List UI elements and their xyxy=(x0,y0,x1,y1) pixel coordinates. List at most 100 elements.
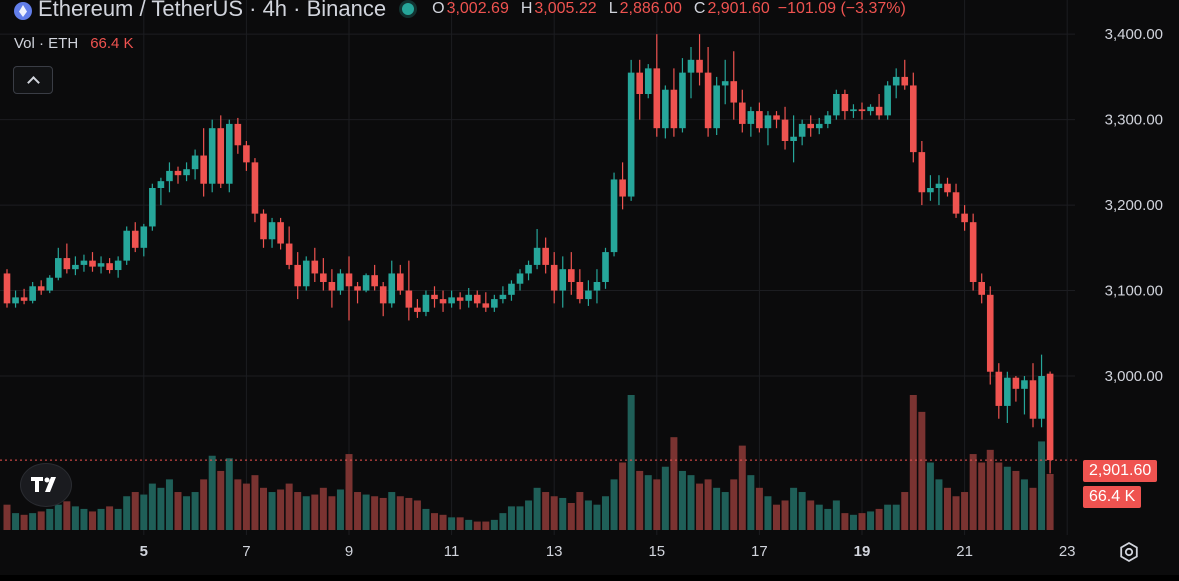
volume-bar xyxy=(721,492,729,530)
candle-body xyxy=(371,275,378,287)
price-tick-label: 3,000.00 xyxy=(1105,368,1163,385)
candle-body xyxy=(140,226,148,248)
volume-bar xyxy=(319,487,327,530)
volume-bar xyxy=(131,492,139,530)
settings-button[interactable] xyxy=(1117,540,1141,564)
candle-body xyxy=(807,123,814,129)
collapse-legend-button[interactable] xyxy=(13,66,53,94)
volume-bar xyxy=(944,487,951,530)
volume-bar xyxy=(12,513,20,530)
price-tick-label: 3,300.00 xyxy=(1105,112,1163,129)
volume-bar xyxy=(200,479,208,530)
candle-body xyxy=(610,179,618,253)
candle-body xyxy=(285,243,293,265)
volume-bar xyxy=(867,511,875,530)
candle-body xyxy=(55,258,62,278)
symbol-title[interactable]: Ethereum / TetherUS · 4h · Binance xyxy=(38,0,387,21)
candle-body xyxy=(1012,377,1020,389)
candle-body xyxy=(679,72,686,129)
volume-bar xyxy=(849,514,857,530)
volume-bar xyxy=(986,449,994,530)
candle-body xyxy=(46,277,54,291)
volume-bar xyxy=(952,496,960,530)
candle-body xyxy=(721,81,729,86)
volume-bar xyxy=(473,521,481,530)
ethereum-icon[interactable] xyxy=(14,2,32,20)
volume-bar xyxy=(576,492,584,530)
volume-bar xyxy=(909,395,917,530)
volume-label[interactable]: Vol · ETH xyxy=(14,35,79,52)
candle-body xyxy=(764,115,772,129)
volume-bar xyxy=(875,508,883,530)
volume-bar xyxy=(978,462,986,530)
volume-bar xyxy=(89,511,96,530)
candle-body xyxy=(388,273,396,304)
volume-bar xyxy=(362,494,370,530)
volume-bar xyxy=(661,466,669,530)
volume-bar xyxy=(251,475,259,530)
volume-bar xyxy=(730,479,738,530)
volume-bar xyxy=(225,458,233,530)
volume-bars xyxy=(3,395,1054,530)
candle-body xyxy=(217,128,225,184)
volume-bar xyxy=(961,492,969,530)
candle-body xyxy=(157,181,165,188)
candle-body xyxy=(747,111,755,124)
volume-legend: Vol · ETH 66.4 K xyxy=(14,35,134,52)
candle-body xyxy=(422,294,430,312)
volume-bar xyxy=(507,506,515,530)
volume-bar xyxy=(559,497,567,530)
candle-body xyxy=(414,307,421,312)
volume-bar xyxy=(935,479,943,530)
candle-body xyxy=(439,299,447,304)
candle-body xyxy=(20,297,28,301)
time-tick-label: 7 xyxy=(242,543,250,560)
volume-bar xyxy=(593,504,601,530)
candle-body xyxy=(602,252,609,282)
volume-bar xyxy=(3,504,11,530)
volume-bar xyxy=(37,511,45,530)
volume-bar xyxy=(815,504,823,530)
candle-body xyxy=(320,273,327,282)
time-tick-label: 11 xyxy=(444,543,460,560)
volume-bar xyxy=(678,470,686,530)
candle-body xyxy=(593,282,601,291)
candle-body xyxy=(559,269,567,291)
volume-bar xyxy=(379,497,387,530)
candle-body xyxy=(525,264,532,274)
candle-body xyxy=(550,264,558,291)
candle-body xyxy=(251,162,259,214)
candle-body xyxy=(226,123,233,184)
volume-bar xyxy=(336,489,344,530)
volume-bar xyxy=(405,497,413,530)
candle-body xyxy=(448,297,455,304)
candle-body xyxy=(362,275,370,291)
time-tick-label: 17 xyxy=(751,543,768,560)
volume-bar xyxy=(1038,441,1046,530)
candle-body xyxy=(627,72,635,197)
volume-bar xyxy=(46,508,54,530)
volume-bar xyxy=(969,454,977,530)
volume-bar xyxy=(345,454,353,530)
candle-body xyxy=(345,273,353,287)
volume-bar xyxy=(294,492,302,530)
volume-bar xyxy=(841,513,849,530)
candle-body xyxy=(12,297,19,304)
volume-bar xyxy=(755,487,763,530)
candle-body xyxy=(1046,373,1054,461)
candle-body xyxy=(619,179,626,197)
candle-body xyxy=(499,294,507,300)
candle-body xyxy=(200,155,207,184)
volume-bar xyxy=(20,514,28,530)
volume-bar xyxy=(1046,473,1054,530)
volume-bar xyxy=(619,462,627,530)
candle-body xyxy=(781,119,789,141)
volume-bar xyxy=(97,508,105,530)
candle-body xyxy=(1029,380,1037,419)
volume-bar xyxy=(884,504,892,530)
volume-bar xyxy=(1029,487,1037,530)
candle-body xyxy=(29,286,36,301)
tradingview-logo-icon[interactable] xyxy=(20,463,72,507)
